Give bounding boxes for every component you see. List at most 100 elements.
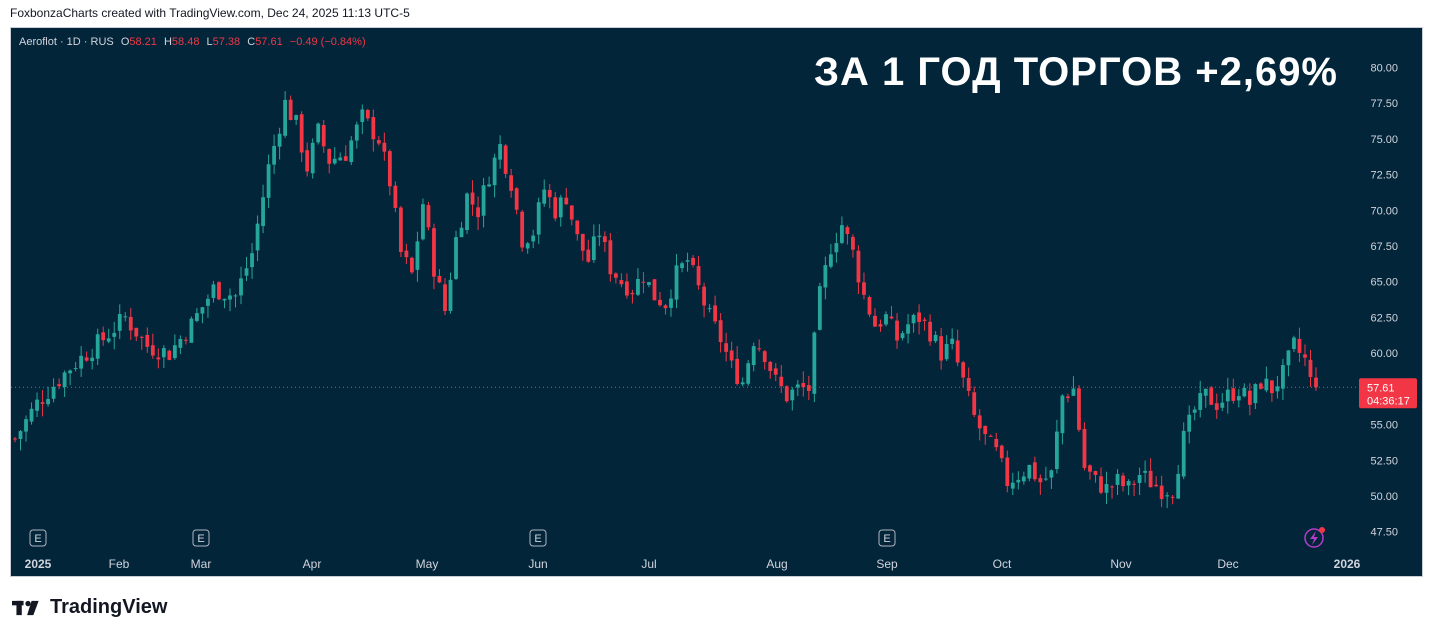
candle-body — [1154, 484, 1159, 487]
candle-body — [1286, 350, 1291, 366]
candle-body — [426, 205, 431, 228]
candle-body — [773, 368, 778, 375]
candle-body — [983, 425, 988, 435]
candle-body — [79, 355, 84, 369]
earnings-e-icon[interactable]: E — [192, 529, 210, 547]
low-value: 57.38 — [212, 36, 241, 48]
candle-body — [73, 368, 78, 370]
candle-body — [784, 386, 789, 402]
x-tick-label: Nov — [1110, 557, 1131, 571]
x-tick-label: Jul — [641, 557, 656, 571]
change-value: −0.49 (−0.84%) — [289, 36, 366, 48]
candle-body — [933, 334, 938, 342]
candle-body — [878, 324, 883, 327]
candle-body — [13, 438, 17, 440]
candle-body — [740, 382, 745, 385]
candle-body — [586, 249, 591, 262]
candle-body — [1231, 388, 1236, 401]
candle-body — [1314, 377, 1318, 388]
candle-body — [40, 402, 45, 404]
candle-body — [277, 133, 282, 147]
candle-body — [1143, 470, 1148, 473]
earnings-marker-box — [529, 529, 547, 547]
candle-body — [1192, 409, 1197, 413]
candle-body — [713, 305, 718, 322]
candle-body — [404, 250, 409, 258]
candle-body — [955, 340, 960, 363]
candle-body — [338, 157, 343, 161]
candle-body — [167, 350, 172, 360]
candle-body — [580, 233, 585, 251]
candle-body — [691, 257, 695, 265]
candle-body — [1016, 479, 1021, 483]
earnings-marker-label: E — [883, 533, 890, 545]
close-value: 57.61 — [255, 36, 283, 48]
candle-body — [1038, 477, 1043, 483]
chart-panel[interactable]: 80.00 77.50 75.00 72.50 70.00 67.50 65.00 62.50… — [10, 27, 1423, 577]
candle-body — [360, 109, 365, 122]
candle-body — [862, 282, 866, 295]
candle-body — [1077, 388, 1081, 430]
candle-body — [558, 197, 563, 218]
candle-body — [795, 384, 800, 388]
candle-body — [487, 184, 491, 187]
price-tag-countdown: 04:36:17 — [1367, 395, 1410, 407]
high-value: 58.48 — [171, 36, 200, 48]
candlestick-chart[interactable]: 80.00 77.50 75.00 72.50 70.00 67.50 65.00 62.50… — [11, 28, 1422, 576]
candle-body — [1115, 474, 1120, 485]
candle-body — [90, 357, 95, 362]
candle-body — [1043, 478, 1048, 480]
candle-body — [823, 265, 828, 288]
earnings-e-icon[interactable]: E — [529, 529, 547, 547]
candle-body — [707, 308, 712, 310]
candle-body — [211, 284, 216, 298]
y-tick-label: 75.00 — [1370, 134, 1398, 146]
earnings-marker-box — [192, 529, 210, 547]
lightning-ring — [1304, 528, 1324, 548]
candle-body — [817, 286, 822, 330]
earnings-e-icon[interactable]: E — [29, 529, 47, 547]
candle-body — [1258, 383, 1263, 389]
candle-body — [961, 362, 966, 378]
candle-body — [828, 254, 833, 267]
earnings-e-icon[interactable]: E — [878, 529, 896, 547]
candle-body — [911, 314, 916, 324]
earnings-marker-label: E — [34, 533, 41, 545]
candle-body — [1137, 475, 1142, 484]
candle-body — [768, 361, 773, 371]
x-tick-label: Jun — [528, 557, 547, 571]
candle-body — [1225, 389, 1230, 402]
candle-body — [465, 193, 469, 231]
candle-body — [24, 419, 28, 432]
candle-body — [735, 358, 740, 384]
candle-body — [1066, 396, 1070, 399]
candle-body — [1176, 473, 1181, 499]
candle-body — [1209, 387, 1214, 405]
candle-body — [178, 338, 183, 348]
candle-body — [762, 351, 767, 362]
candle-body — [299, 114, 304, 153]
candle-body — [658, 299, 662, 306]
candle-body — [525, 243, 530, 249]
candle-body — [1247, 390, 1252, 405]
candle-body — [343, 156, 348, 161]
candle-body — [536, 202, 541, 235]
candle-body — [18, 431, 23, 440]
candle-body — [641, 281, 646, 283]
tradingview-logo[interactable]: TradingView — [12, 596, 167, 619]
candle-body — [139, 336, 144, 338]
candle-body — [1148, 470, 1153, 488]
candle-body — [46, 399, 50, 405]
lightning-icon[interactable] — [1304, 527, 1325, 548]
candle-body — [250, 253, 254, 268]
x-tick-label: Sep — [876, 557, 898, 571]
candle-body — [432, 228, 436, 277]
candle-body — [1121, 475, 1125, 487]
candle-body — [801, 383, 806, 388]
candle-body — [255, 223, 260, 251]
high-label: H — [163, 36, 172, 48]
earnings-marker-label: E — [197, 533, 204, 545]
candle-body — [222, 298, 227, 301]
candle-body — [806, 385, 811, 391]
